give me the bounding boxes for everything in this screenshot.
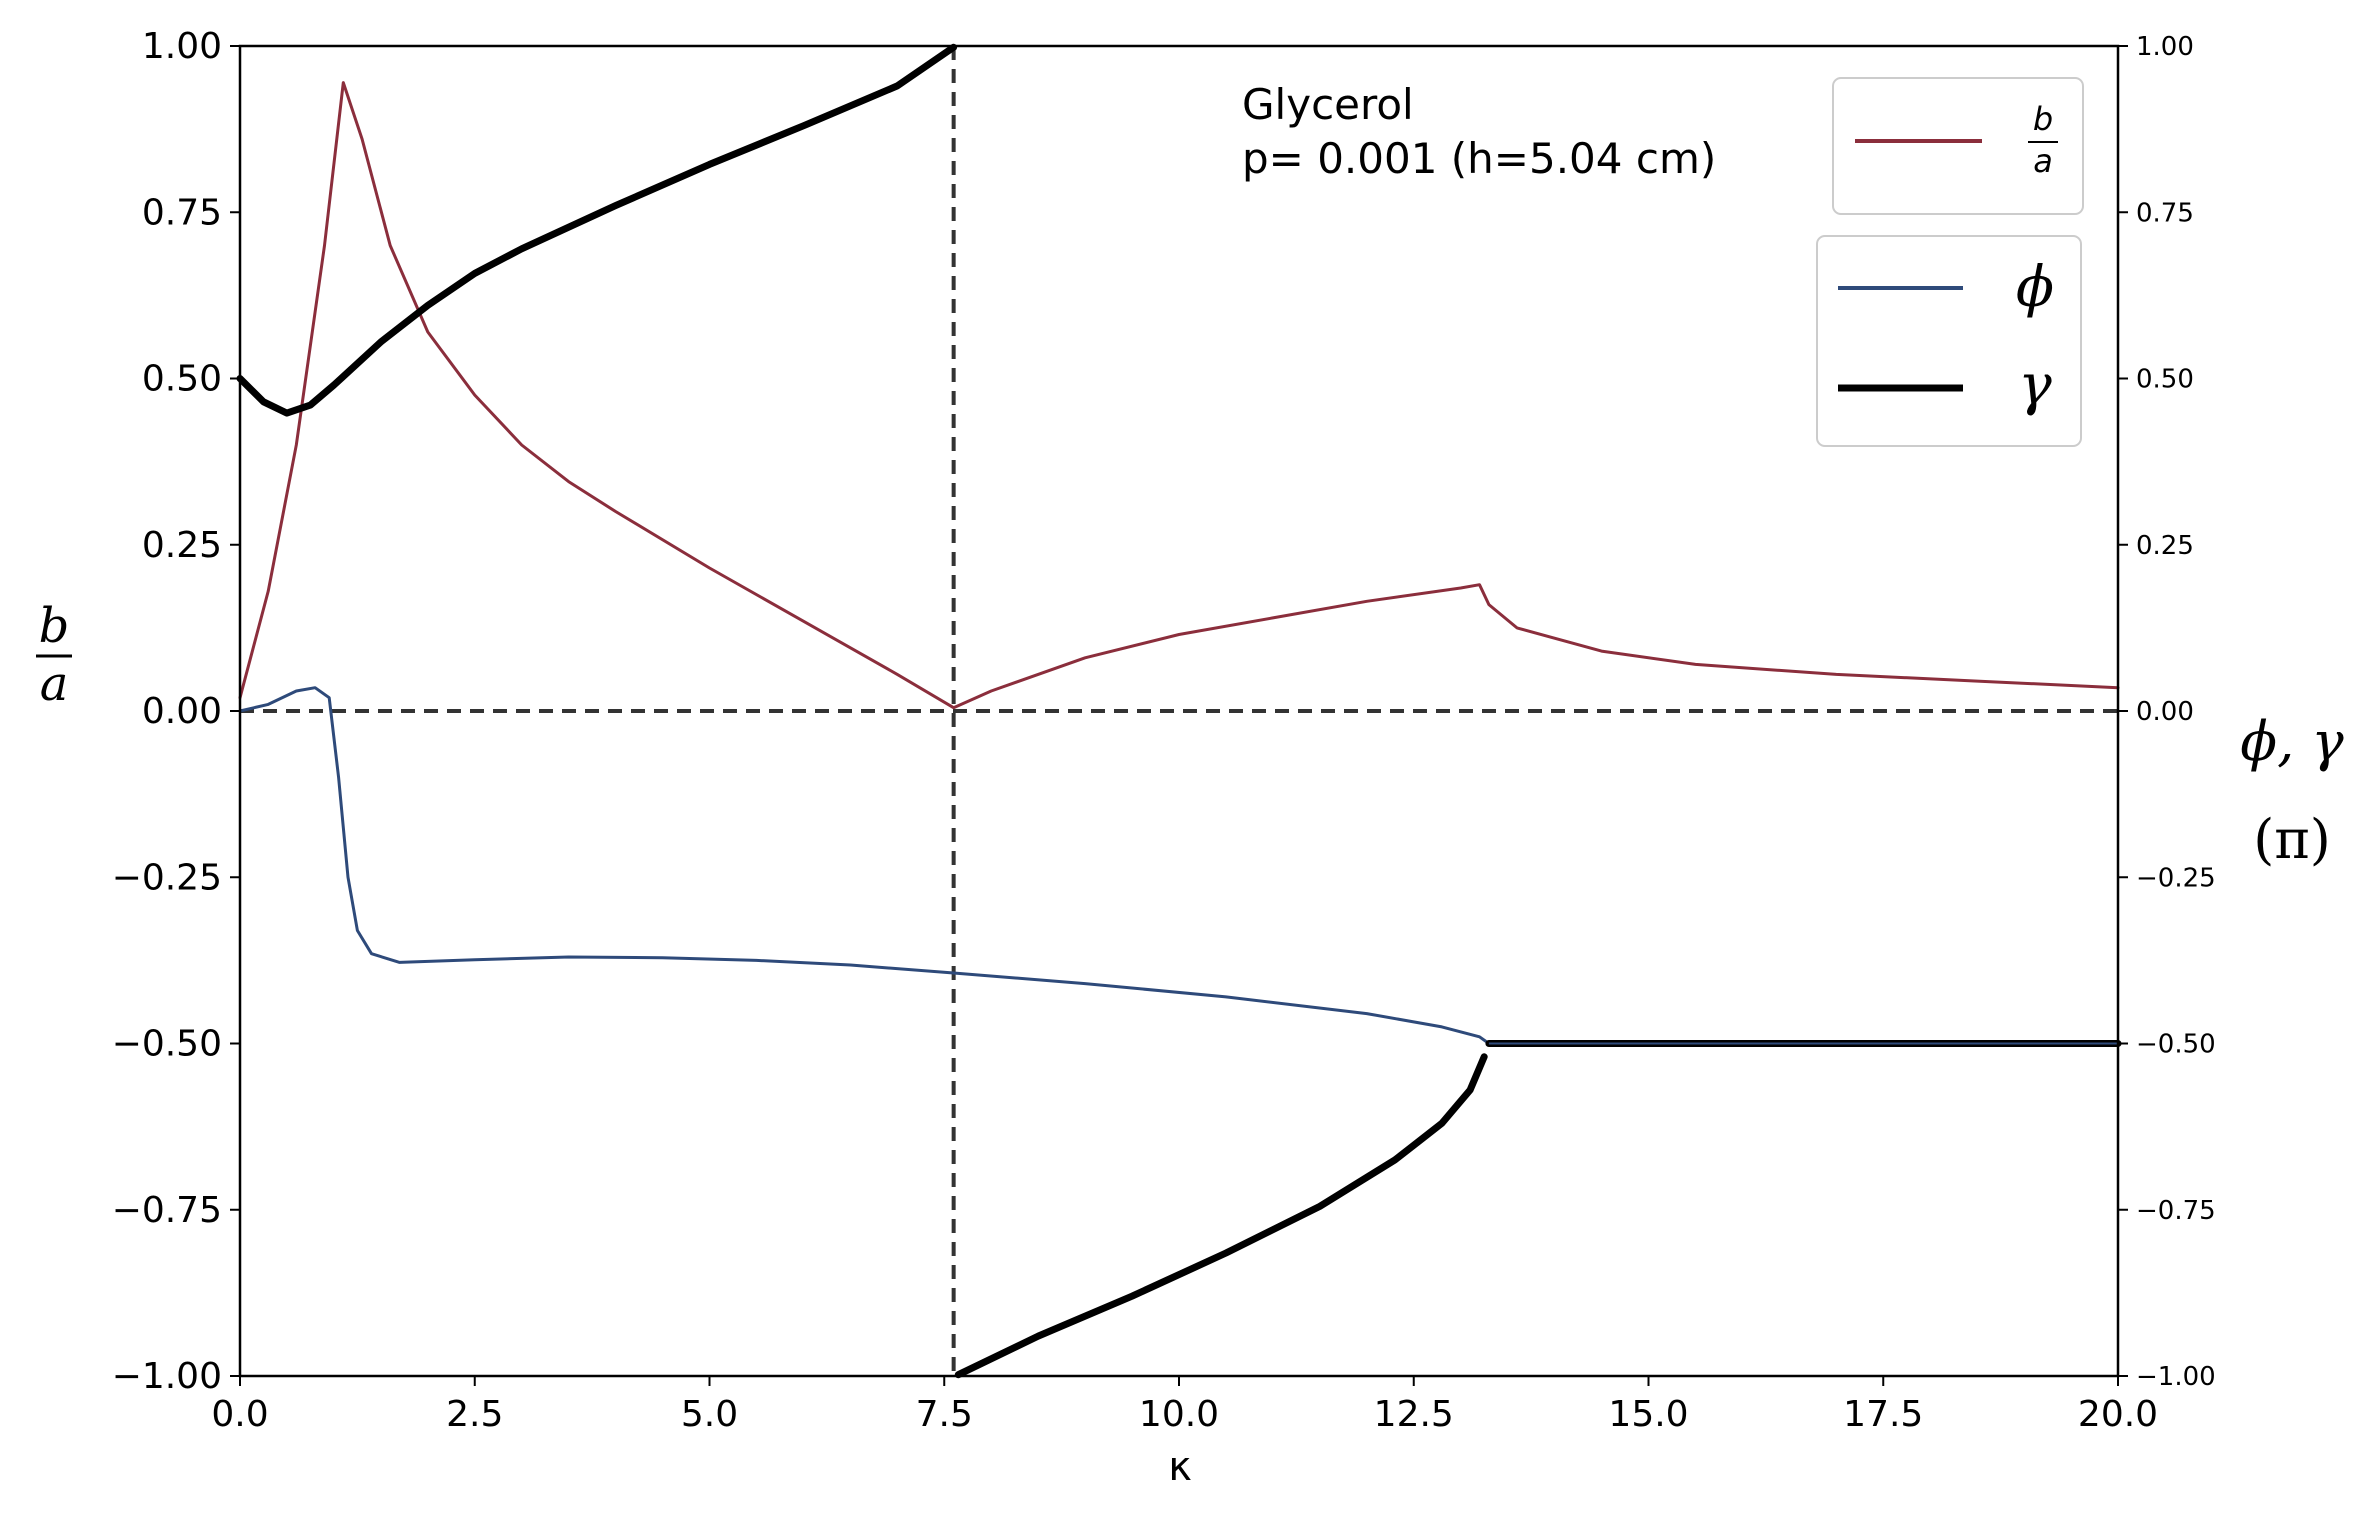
x-tick-label: 17.5: [1843, 1394, 1923, 1435]
ticks: 0.0 2.5 5.0 7.5 10.0 12.5 15.0 17.5 20.0−1.00 −1.…: [112, 26, 2216, 1435]
y-right-tick-label: 0.50: [2136, 365, 2194, 395]
y-right-tick-label: 0.00: [2136, 697, 2194, 727]
legend-ratio-numerator: b: [2033, 100, 2053, 138]
y-right-tick-label: 0.25: [2136, 531, 2194, 561]
legend-gamma-label: γ: [2018, 353, 2052, 418]
y-left-tick-label: −0.75: [112, 1190, 222, 1231]
y-right-tick-label: −0.75: [2136, 1196, 2216, 1226]
x-tick-label: 2.5: [446, 1394, 503, 1435]
y-left-tick-label: −1.00: [112, 1356, 222, 1397]
y-left-tick-label: 0.75: [142, 192, 222, 233]
y-left-label-denominator: a: [40, 656, 69, 712]
x-axis-label: κ: [1168, 1444, 1192, 1490]
x-tick-label: 7.5: [916, 1394, 973, 1435]
legend-phi-label: ϕ: [2016, 255, 2054, 320]
series-layer: [236, 43, 2122, 1379]
y-left-tick-label: 1.00: [142, 26, 222, 67]
x-tick-label: 10.0: [1139, 1394, 1219, 1435]
y-left-label-numerator: b: [39, 598, 70, 654]
y-left-tick-label: 0.50: [142, 359, 222, 400]
y-right-tick-label: −0.50: [2136, 1030, 2216, 1060]
legend-ratio-denominator: a: [2033, 142, 2053, 180]
legend-angles: ϕ γ: [1816, 235, 2082, 447]
y-left-tick-label: 0.00: [142, 691, 222, 732]
reference-lines: [240, 46, 2118, 1376]
series-b-over-a-line: [238, 81, 2120, 710]
y-left-tick-label: 0.25: [142, 525, 222, 566]
y-right-tick-label: −1.00: [2136, 1362, 2216, 1392]
annotation-line1: Glycerol: [1242, 80, 1414, 129]
y-right-tick-label: 0.75: [2136, 198, 2194, 228]
y-axis-left-label: b a: [36, 598, 72, 712]
series-phi-line: [238, 686, 2120, 1045]
series-gamma-line-2: [954, 1053, 1488, 1379]
annotation-line2: p= 0.001 (h=5.04 cm): [1242, 134, 1716, 183]
y-left-tick-label: −0.25: [112, 857, 222, 898]
x-tick-label: 0.0: [211, 1394, 268, 1435]
y-right-tick-label: 1.00: [2136, 32, 2194, 62]
x-tick-label: 20.0: [2078, 1394, 2158, 1435]
y-left-tick-label: −0.50: [112, 1024, 222, 1065]
legend-ratio: b a: [1832, 77, 2084, 215]
y-axis-right-label-line1: ϕ, γ: [2240, 710, 2344, 773]
series-gamma-line-1: [236, 43, 958, 417]
x-tick-label: 15.0: [1608, 1394, 1688, 1435]
y-right-tick-label: −0.25: [2136, 863, 2216, 893]
x-tick-label: 12.5: [1374, 1394, 1454, 1435]
y-axis-right-label-line2: (π): [2253, 808, 2331, 871]
x-tick-label: 5.0: [681, 1394, 738, 1435]
legend-ratio-frame: [1832, 77, 2084, 215]
